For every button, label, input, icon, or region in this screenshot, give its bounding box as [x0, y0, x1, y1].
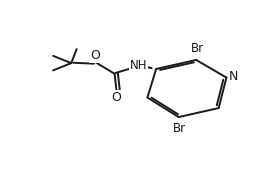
Text: N: N — [228, 70, 237, 83]
Text: NH: NH — [130, 59, 147, 72]
Text: O: O — [89, 49, 99, 62]
Text: Br: Br — [190, 42, 203, 55]
Text: O: O — [111, 91, 121, 104]
Text: Br: Br — [172, 122, 185, 135]
